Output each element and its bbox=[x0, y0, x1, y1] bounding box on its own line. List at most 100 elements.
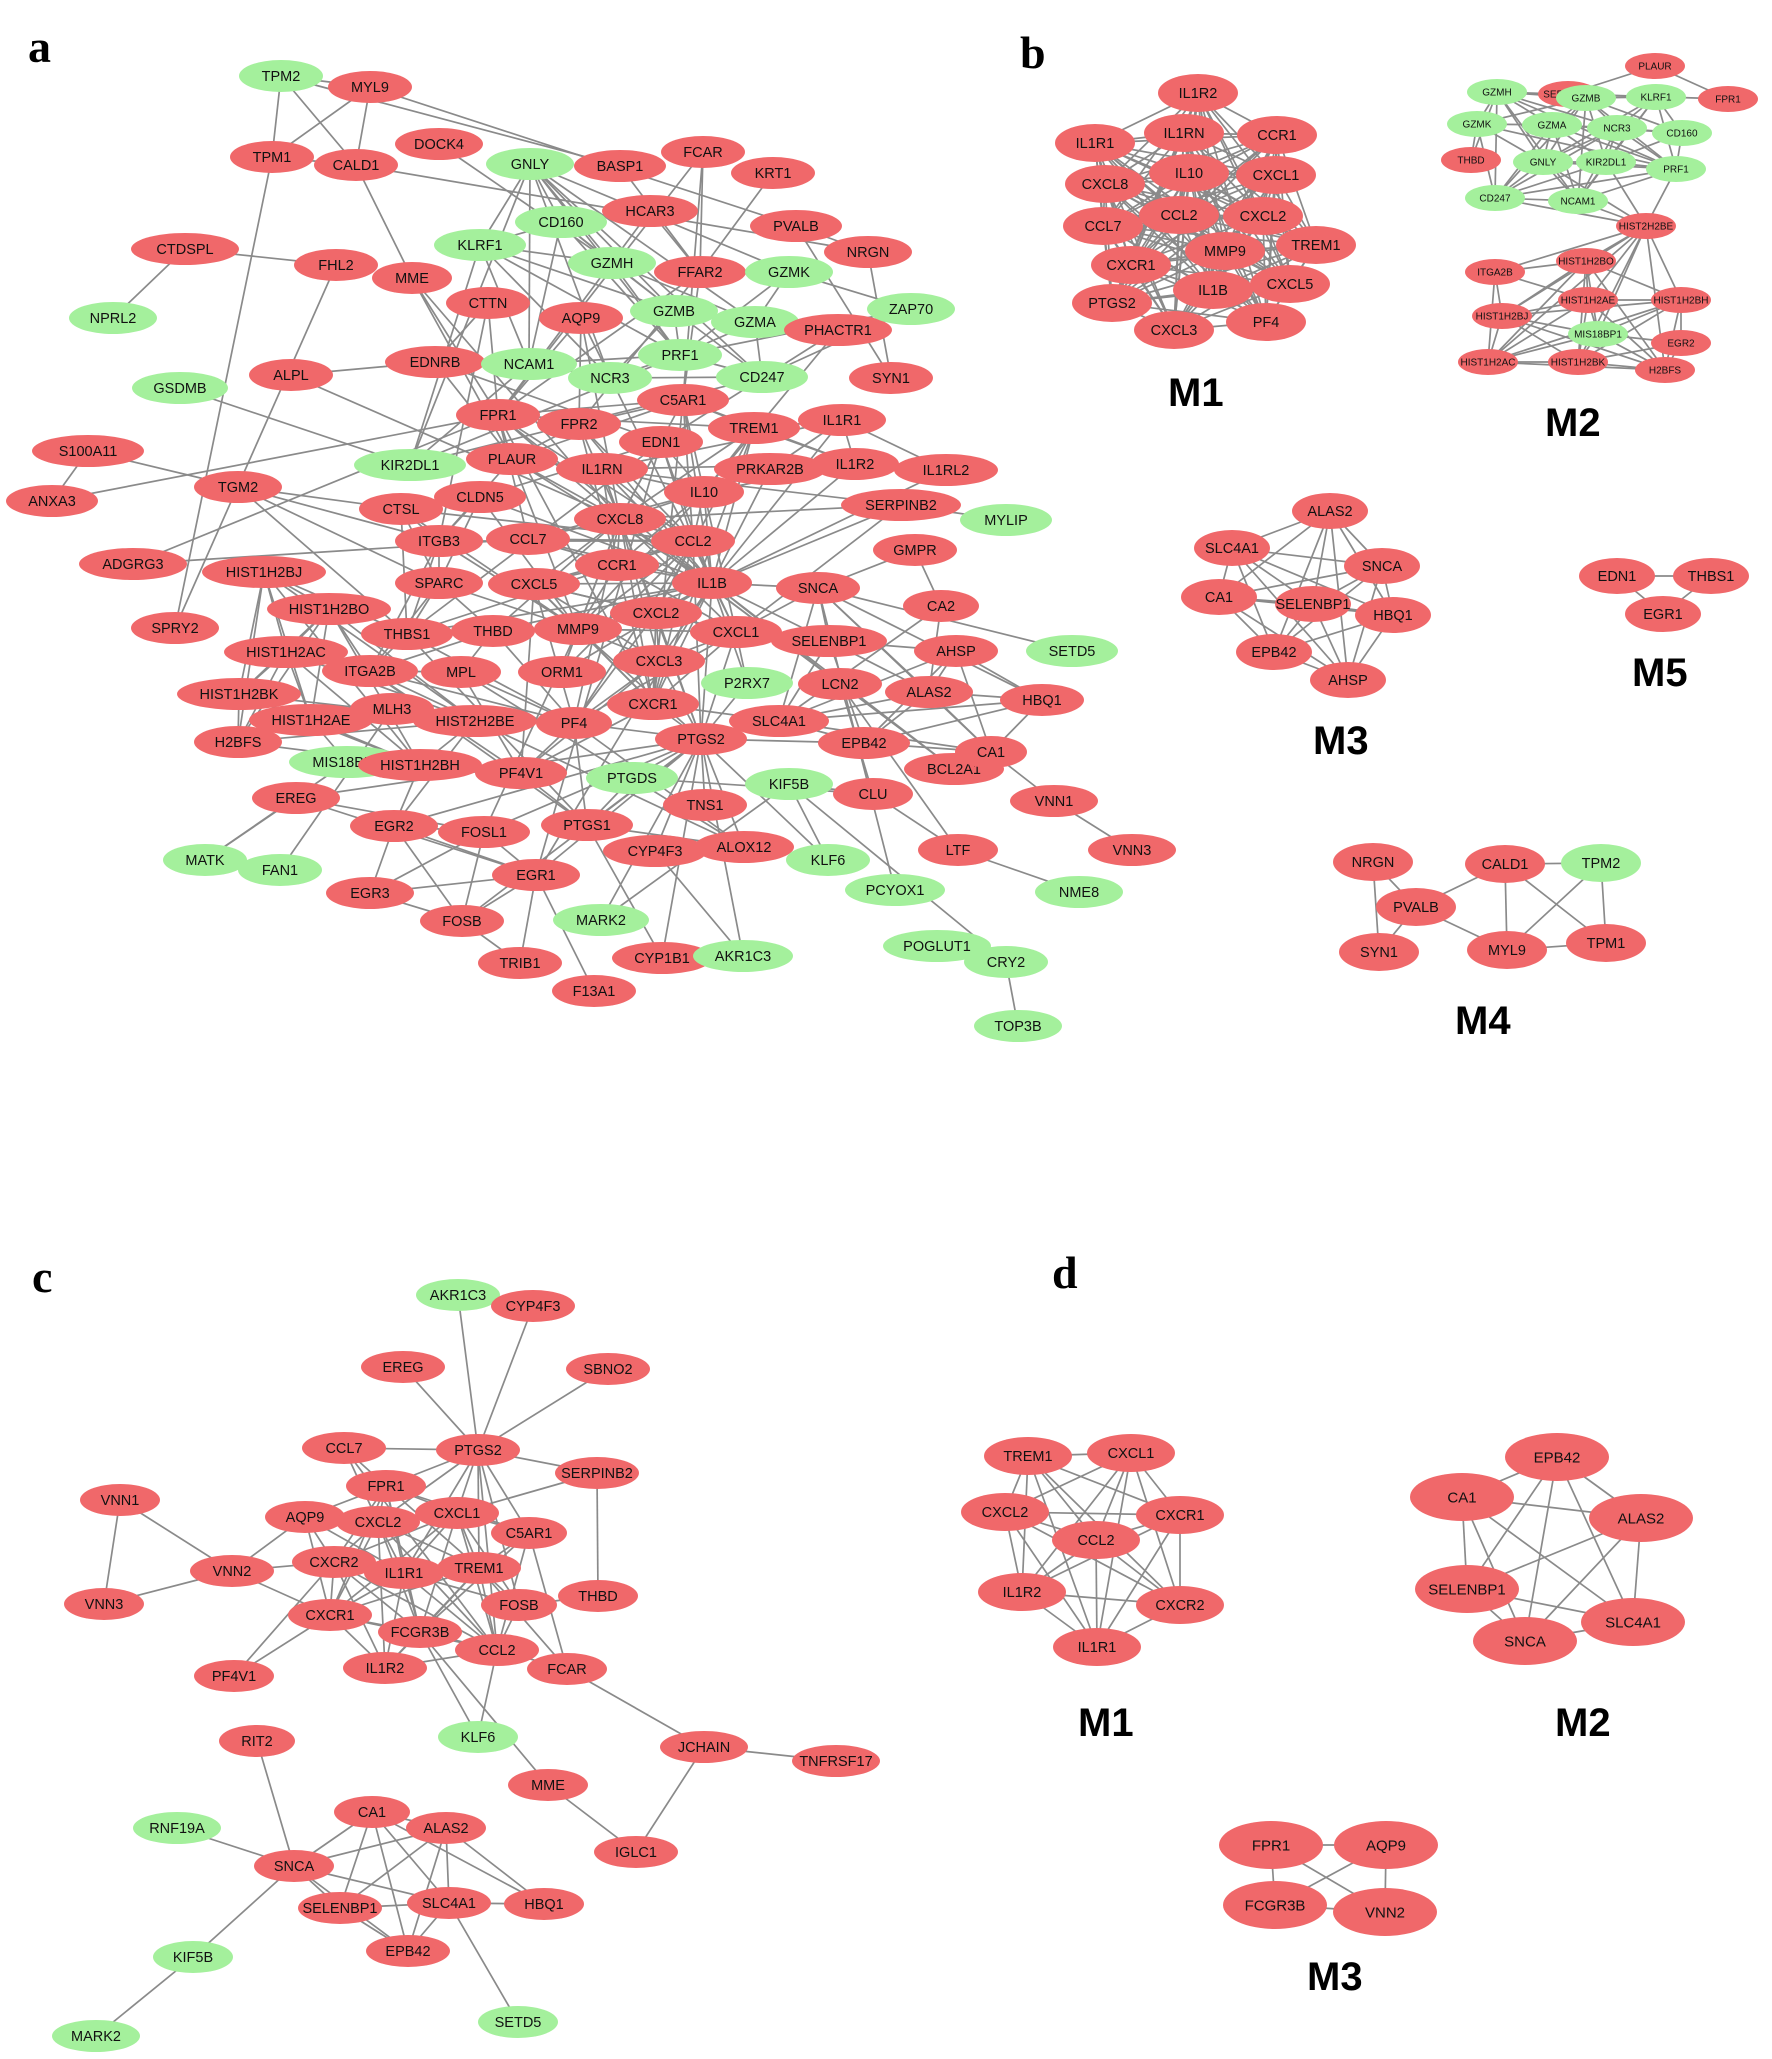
node-label: SELENBP1 bbox=[303, 1901, 378, 1917]
node-ellipse bbox=[194, 1660, 274, 1692]
node-ellipse bbox=[131, 612, 219, 644]
node-label: EDN1 bbox=[1598, 569, 1637, 585]
node-label: NRGN bbox=[1352, 855, 1395, 871]
panel-c-edge bbox=[333, 1561, 498, 1651]
panel-a-edge bbox=[479, 244, 681, 356]
node-label: CCL7 bbox=[509, 532, 546, 548]
node-ellipse bbox=[694, 831, 794, 863]
node-ellipse bbox=[421, 656, 501, 688]
panel-c-edge bbox=[339, 1811, 373, 1909]
node-label: GNLY bbox=[511, 157, 550, 173]
panel-c-node-cxcr2: CXCR2 bbox=[292, 1546, 376, 1578]
panel-a-node-ptgs1: PTGS1 bbox=[541, 809, 633, 841]
node-label: EDNRB bbox=[410, 355, 461, 371]
panel-b-m2-node-gnly: GNLY bbox=[1513, 149, 1573, 175]
node-ellipse bbox=[672, 567, 752, 599]
panel-labels: a b c d M1 M2 M3 M4 M5 M1 M2 M3 bbox=[28, 21, 1688, 1999]
node-ellipse bbox=[654, 256, 746, 288]
panel-a-edge bbox=[492, 582, 713, 632]
node-label: PF4 bbox=[561, 716, 588, 732]
node-label: TNFRSF17 bbox=[799, 1754, 872, 1770]
panel-d-module-m2-label: M2 bbox=[1555, 1701, 1611, 1745]
node-label: IL1R1 bbox=[1076, 136, 1115, 152]
node-ellipse bbox=[163, 844, 247, 876]
panel-a-edge bbox=[654, 850, 744, 957]
panel-c-node-alas2: ALAS2 bbox=[406, 1812, 486, 1844]
node-label: SNCA bbox=[274, 1859, 315, 1875]
panel-a-edge bbox=[711, 469, 947, 584]
panel-a-node-thbd: THBD bbox=[451, 615, 535, 647]
panel-c-edge bbox=[103, 1499, 121, 1605]
node-label: JCHAIN bbox=[678, 1740, 730, 1756]
node-label: GZMH bbox=[591, 256, 634, 272]
panel-a-node-cd247: CD247 bbox=[716, 361, 808, 393]
panel-c-node-rnf19a: RNF19A bbox=[133, 1812, 221, 1844]
panel-a-edge bbox=[497, 414, 529, 540]
node-ellipse bbox=[486, 523, 570, 555]
panel-a-node-myl9: MYL9 bbox=[328, 71, 412, 103]
panel-b-m2-node-cd247: CD247 bbox=[1465, 185, 1525, 211]
panel-a-edge bbox=[682, 399, 694, 542]
node-ellipse bbox=[750, 210, 842, 242]
panel-a-edge bbox=[479, 496, 579, 630]
node-ellipse bbox=[1065, 165, 1145, 203]
node-ellipse bbox=[1063, 207, 1143, 245]
panel-a-node-hbq1: HBQ1 bbox=[1000, 684, 1084, 716]
node-label: PLAUR bbox=[1638, 62, 1671, 73]
node-label: SBNO2 bbox=[583, 1362, 632, 1378]
node-ellipse bbox=[903, 590, 979, 622]
node-ellipse bbox=[745, 768, 833, 800]
node-label: TPM2 bbox=[1582, 856, 1621, 872]
panel-c-node-fosb: FOSB bbox=[481, 1589, 557, 1621]
node-ellipse bbox=[1035, 876, 1123, 908]
node-ellipse bbox=[1226, 303, 1306, 341]
node-label: FOSL1 bbox=[461, 825, 507, 841]
node-label: CXCL2 bbox=[633, 606, 680, 622]
node-ellipse bbox=[555, 1457, 639, 1489]
panel-c-edge bbox=[371, 1811, 409, 1952]
node-label: NPRL2 bbox=[90, 311, 137, 327]
node-label: SELENBP1 bbox=[1428, 1582, 1506, 1599]
node-ellipse bbox=[478, 2006, 558, 2038]
node-label: CCL7 bbox=[325, 1441, 362, 1457]
panel-d-m1-edge bbox=[1021, 1452, 1132, 1593]
node-label: ALAS2 bbox=[906, 685, 951, 701]
panel-a-node-epb42: EPB42 bbox=[818, 727, 910, 759]
panel-c-node-cxcr1: CXCR1 bbox=[288, 1599, 372, 1631]
panel-a-node-ltf: LTF bbox=[918, 834, 998, 866]
node-ellipse bbox=[1626, 84, 1686, 110]
node-ellipse bbox=[438, 816, 530, 848]
node-ellipse bbox=[1088, 834, 1176, 866]
panel-a-edge bbox=[290, 374, 621, 520]
node-ellipse bbox=[177, 678, 301, 710]
panel-a-edge bbox=[619, 518, 660, 662]
node-ellipse bbox=[239, 60, 323, 92]
node-ellipse bbox=[574, 503, 666, 535]
panel-a-edge bbox=[682, 271, 701, 401]
node-label: C5AR1 bbox=[660, 393, 707, 409]
panel-b-m2-node-egr2: EGR2 bbox=[1651, 330, 1711, 356]
panel-c-letter: c bbox=[32, 1251, 52, 1302]
node-ellipse bbox=[1055, 124, 1135, 162]
node-ellipse bbox=[914, 635, 998, 667]
node-label: CRY2 bbox=[987, 955, 1025, 971]
node-ellipse bbox=[553, 904, 649, 936]
panel-a-node-ednrb: EDNRB bbox=[385, 346, 485, 378]
node-label: HIST2H2BE bbox=[1619, 222, 1674, 233]
node-label: VNN2 bbox=[1365, 1905, 1405, 1922]
node-label: ITGB3 bbox=[418, 534, 460, 550]
node-label: SERPINB2 bbox=[561, 1466, 633, 1482]
node-label: EREG bbox=[275, 791, 316, 807]
node-label: CXCL5 bbox=[511, 577, 558, 593]
node-label: GZMK bbox=[768, 265, 810, 281]
node-ellipse bbox=[552, 975, 636, 1007]
node-label: CTTN bbox=[469, 296, 508, 312]
node-ellipse bbox=[1310, 662, 1386, 698]
panel-a-edge bbox=[132, 414, 499, 565]
panel-d-m1-node-cxcr1: CXCR1 bbox=[1136, 1496, 1224, 1534]
node-ellipse bbox=[984, 1437, 1072, 1475]
node-label: KLRF1 bbox=[457, 238, 502, 254]
panel-a-node-kir2dl1: KIR2DL1 bbox=[354, 449, 466, 481]
node-ellipse bbox=[558, 1580, 638, 1612]
node-ellipse bbox=[132, 372, 228, 404]
